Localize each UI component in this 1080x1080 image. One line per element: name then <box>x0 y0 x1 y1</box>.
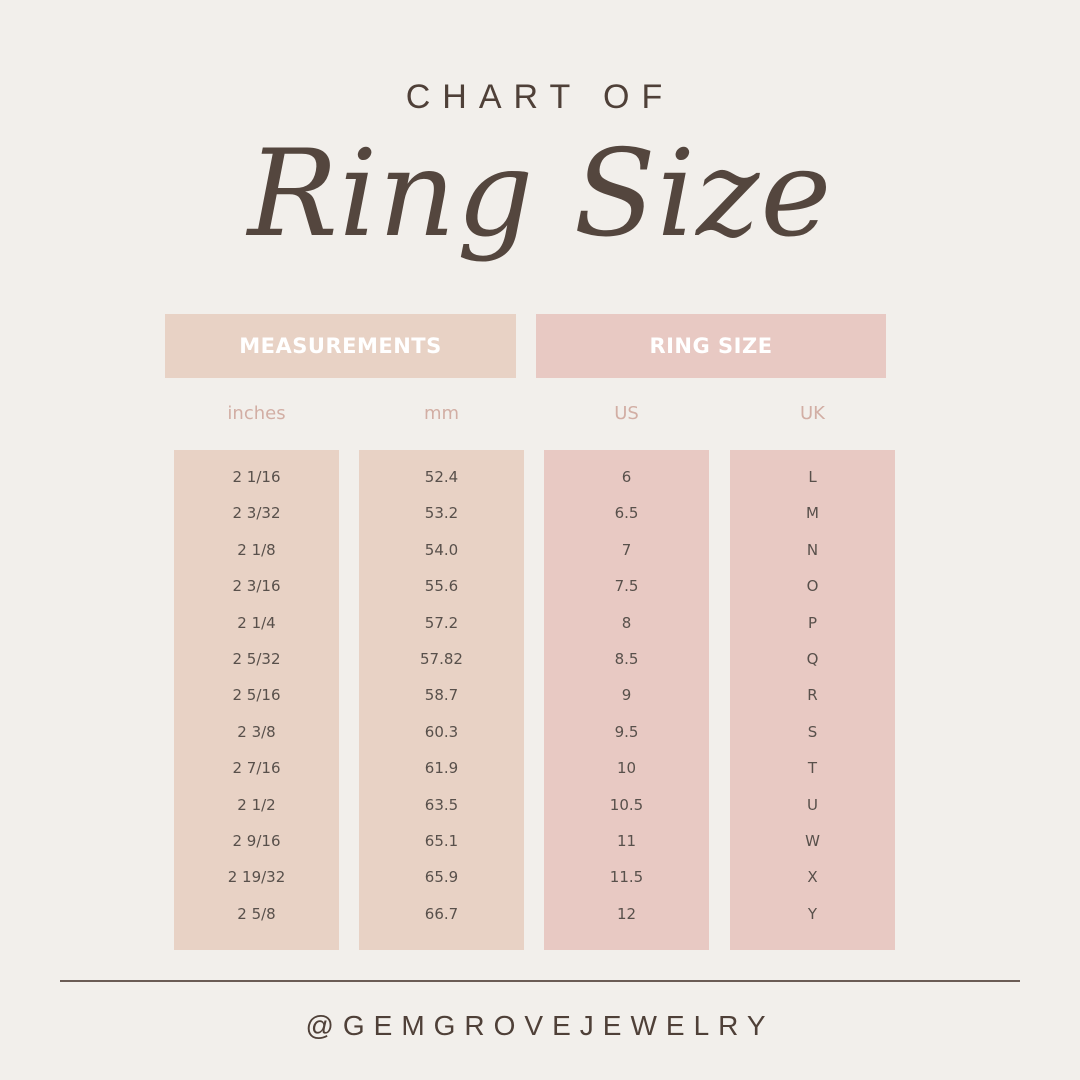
us-size-cell: 7.5 <box>614 577 639 596</box>
chart-kicker: CHART OF <box>405 78 675 116</box>
inches-cell: 2 5/32 <box>232 650 281 668</box>
mm-cell: 53.2 <box>424 504 459 523</box>
footer-handle: @GEMGROVEJEWELRY <box>305 1010 775 1041</box>
mm-cell: 63.5 <box>424 795 459 814</box>
uk-size-cell: X <box>807 868 818 887</box>
inches-cell: 2 9/16 <box>232 832 281 850</box>
inches-cell: 2 5/16 <box>232 686 281 705</box>
uk-size-cell: T <box>807 759 818 778</box>
inches-cell: 2 19/32 <box>227 868 286 887</box>
uk-size-cell: S <box>807 722 818 741</box>
inches-cell: 2 7/16 <box>232 759 281 778</box>
inches-column-label: inches <box>227 403 286 424</box>
inches-cell: 2 1/4 <box>237 613 276 632</box>
uk-size-cell: N <box>806 540 819 559</box>
inches-cell: 2 5/8 <box>237 904 276 923</box>
us-size-cell: 6.5 <box>614 504 639 523</box>
uk-size-cell: L <box>808 468 817 486</box>
uk-column-label: UK <box>800 403 825 424</box>
uk-size-cell: Q <box>806 650 819 668</box>
uk-size-cell: U <box>807 795 818 814</box>
mm-cell: 57.2 <box>424 613 459 632</box>
us-column-label: US <box>614 403 639 424</box>
uk-size-cell: M <box>806 504 819 523</box>
us-size-cell: 8.5 <box>614 650 639 668</box>
uk-size-cell: Y <box>807 904 818 923</box>
us-size-cell: 12 <box>616 904 637 923</box>
uk-size-cell: O <box>806 577 819 596</box>
inches-cell: 2 3/32 <box>232 504 281 523</box>
uk-size-cell: R <box>807 686 818 705</box>
uk-size-cell: P <box>807 613 818 632</box>
page-title: Ring Size <box>247 125 833 264</box>
mm-cell: 54.0 <box>424 540 459 559</box>
measurements-header: MEASUREMENTS <box>165 314 516 378</box>
us-size-cell: 11.5 <box>609 868 644 887</box>
mm-cell: 65.1 <box>424 832 459 850</box>
us-size-cell: 8 <box>621 613 632 632</box>
us-size-cell: 9.5 <box>614 722 639 741</box>
mm-cell: 55.6 <box>424 577 459 596</box>
mm-cell: 65.9 <box>424 868 459 887</box>
mm-cell: 57.82 <box>420 650 463 668</box>
us-size-cell: 10 <box>616 759 637 778</box>
us-size-cell: 11 <box>616 832 637 850</box>
mm-column-label: mm <box>423 403 460 424</box>
us-size-cell: 6 <box>621 468 632 486</box>
inches-cell: 2 1/16 <box>232 468 281 486</box>
us-size-cell: 7 <box>621 540 632 559</box>
mm-cell: 52.4 <box>424 468 459 486</box>
mm-cell: 58.7 <box>424 686 459 705</box>
inches-cell: 2 1/2 <box>237 795 276 814</box>
inches-cell: 2 3/16 <box>232 577 281 596</box>
uk-size-cell: W <box>805 832 820 850</box>
inches-cell: 2 3/8 <box>237 722 276 741</box>
mm-cell: 66.7 <box>424 904 459 923</box>
mm-column: 52.4 53.2 54.0 55.6 57.2 57.82 58.7 60.3 61.9 63.… <box>359 450 524 950</box>
inches-column: 2 1/16 2 3/32 2 1/8 2 3/16 2 1/4 2 5/32 2 5/16… <box>174 450 339 950</box>
mm-cell: 60.3 <box>424 722 459 741</box>
ring-size-header: RING SIZE <box>536 314 886 378</box>
inches-cell: 2 1/8 <box>237 540 276 559</box>
footer-divider <box>60 980 1020 982</box>
us-column: 6 6.5 7 7.5 8 8.5 9 9.5 10 10.5 11 11.5 12 <box>544 450 709 950</box>
us-size-cell: 9 <box>621 686 632 705</box>
mm-cell: 61.9 <box>424 759 459 778</box>
us-size-cell: 10.5 <box>609 795 644 814</box>
